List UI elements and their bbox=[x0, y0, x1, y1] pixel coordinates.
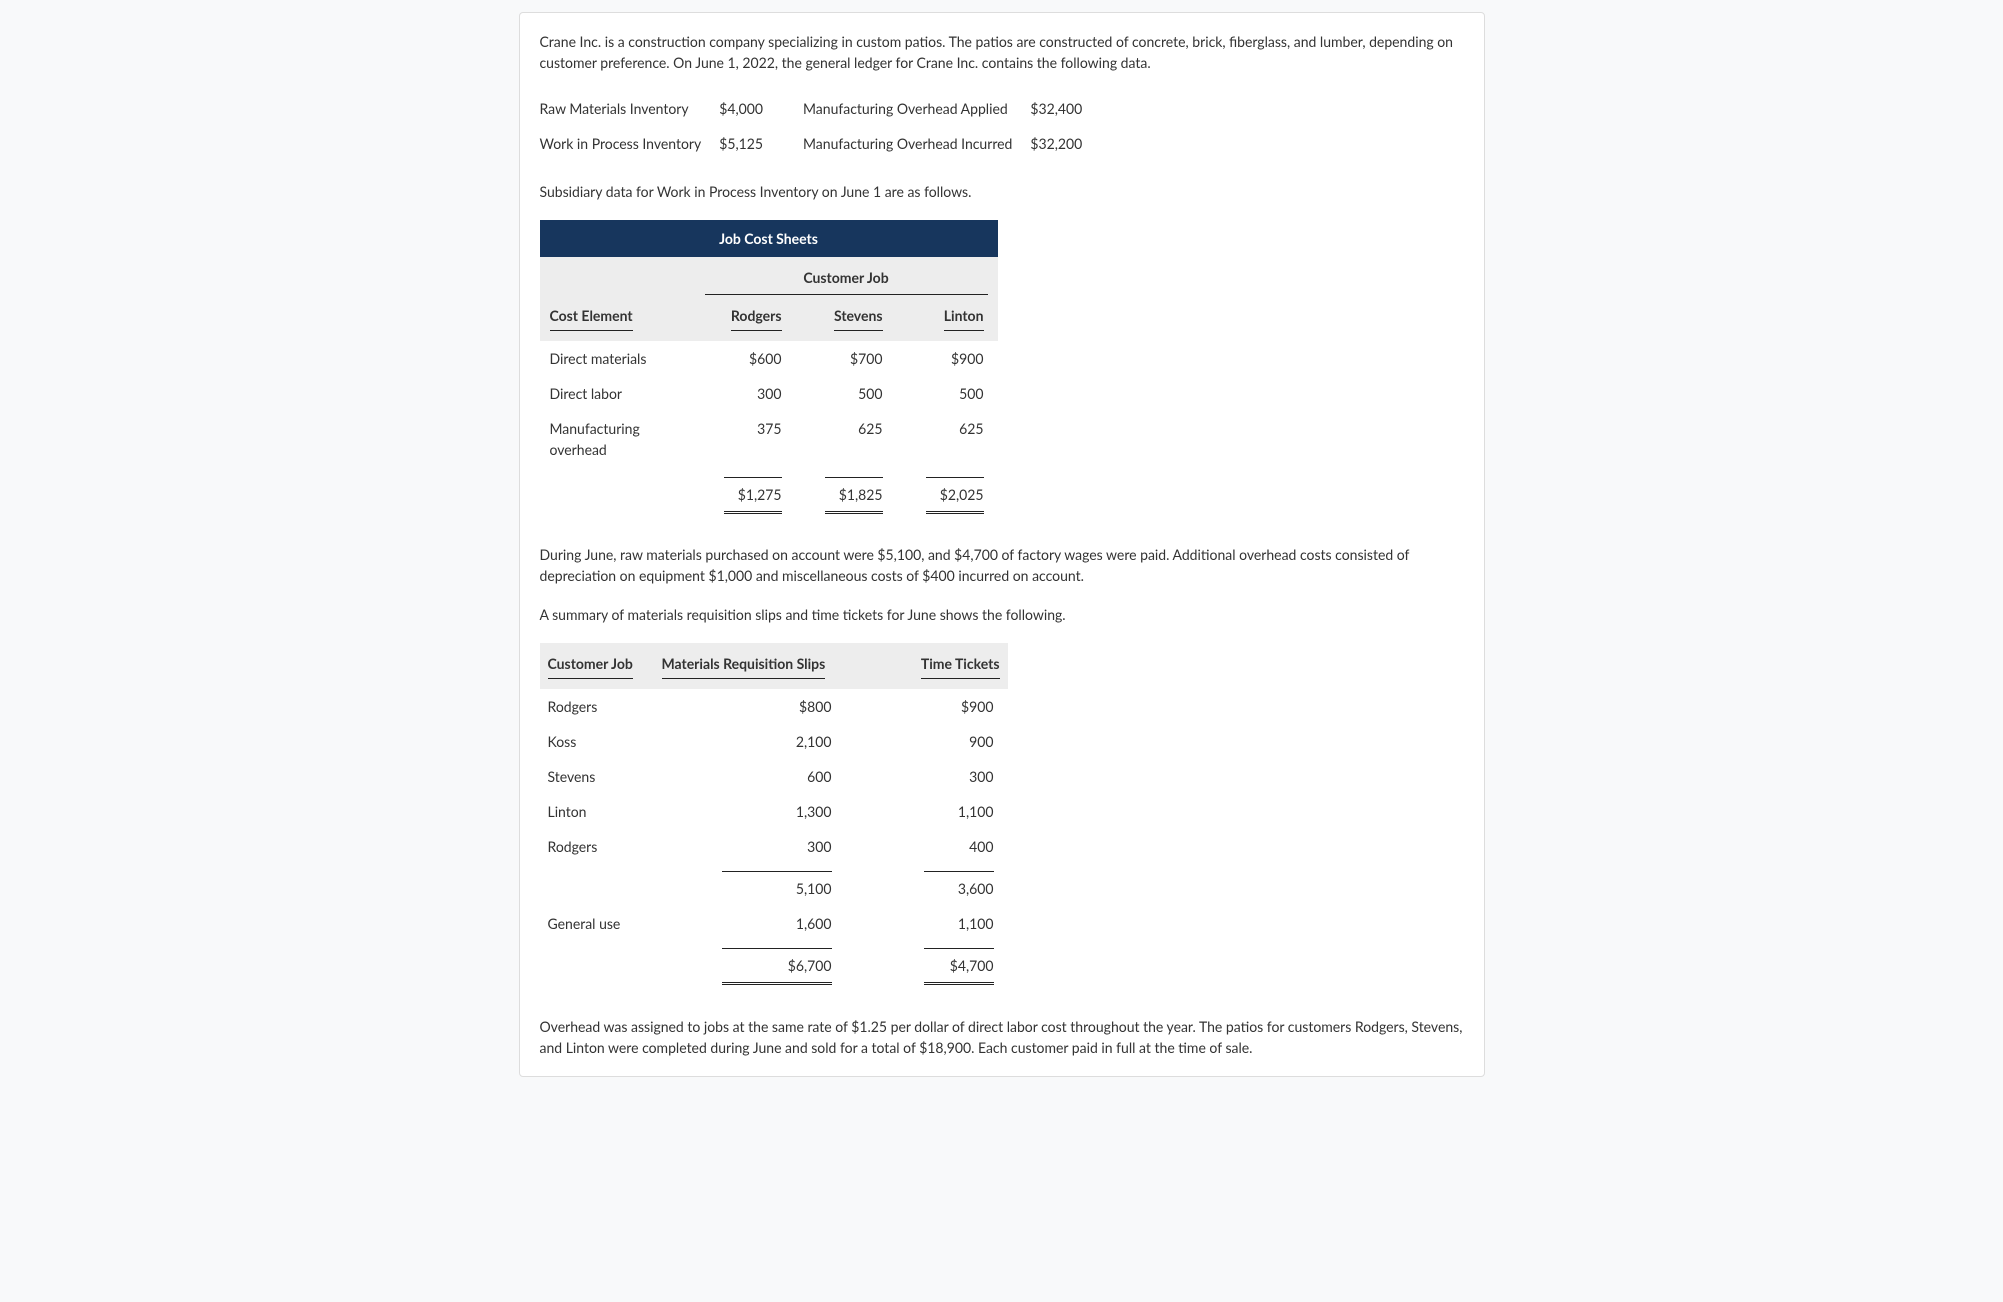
jcs-cell: 625 bbox=[897, 418, 998, 460]
jcs-col-header: Rodgers bbox=[695, 305, 796, 331]
req-customer: Rodgers bbox=[548, 836, 662, 857]
req-customer: Rodgers bbox=[548, 696, 662, 717]
problem-card: Crane Inc. is a construction company spe… bbox=[519, 12, 1485, 1077]
summary-paragraph: A summary of materials requisition slips… bbox=[540, 604, 1464, 625]
req-cell: 300 bbox=[856, 766, 1000, 787]
jcs-totals-row: $1,275 $1,825 $2,025 bbox=[540, 467, 998, 520]
jcs-cell: 500 bbox=[897, 383, 998, 404]
req-row: Rodgers 300 400 bbox=[540, 829, 1008, 864]
req-grand-total-row: $6,700 $4,700 bbox=[540, 941, 1008, 992]
jcs-data-row: Direct materials $600 $700 $900 bbox=[540, 341, 998, 376]
req-cell: 300 bbox=[662, 836, 856, 857]
req-row: Stevens 600 300 bbox=[540, 759, 1008, 794]
jcs-row-label: Direct materials bbox=[540, 348, 695, 369]
req-cell: 1,100 bbox=[856, 913, 1000, 934]
req-customer: General use bbox=[548, 913, 662, 934]
jcs-total: $2,025 bbox=[926, 477, 984, 514]
ledger-label: Manufacturing Overhead Incurred bbox=[803, 126, 1030, 161]
jcs-cell: $900 bbox=[897, 348, 998, 369]
jcs-col-header: Stevens bbox=[796, 305, 897, 331]
jcs-title: Job Cost Sheets bbox=[540, 220, 998, 257]
intro-paragraph: Crane Inc. is a construction company spe… bbox=[540, 31, 1464, 73]
req-subtotal-row: 5,100 3,600 bbox=[540, 864, 1008, 906]
jcs-customer-job-header: Customer Job bbox=[705, 267, 988, 295]
jcs-cell: $600 bbox=[695, 348, 796, 369]
ledger-value: $32,400 bbox=[1030, 91, 1122, 126]
req-header: Customer Job bbox=[548, 653, 633, 679]
req-cell: 400 bbox=[856, 836, 1000, 857]
ledger-label: Manufacturing Overhead Applied bbox=[803, 91, 1030, 126]
jcs-cost-element-header: Cost Element bbox=[540, 305, 695, 331]
requisition-table: Customer Job Materials Requisition Slips… bbox=[540, 643, 1008, 992]
req-customer: Stevens bbox=[548, 766, 662, 787]
jcs-cell: 300 bbox=[695, 383, 796, 404]
jcs-row-label: Direct labor bbox=[540, 383, 695, 404]
req-subtotal: 3,600 bbox=[924, 871, 994, 899]
jcs-total: $1,825 bbox=[825, 477, 883, 514]
req-grand-total: $4,700 bbox=[924, 948, 994, 985]
req-general-use-row: General use 1,600 1,100 bbox=[540, 906, 1008, 941]
ledger-table: Raw Materials Inventory $4,000 Manufactu… bbox=[540, 91, 1123, 161]
ledger-value: $4,000 bbox=[719, 91, 803, 126]
jcs-cell: 500 bbox=[796, 383, 897, 404]
ledger-label: Raw Materials Inventory bbox=[540, 91, 720, 126]
jcs-row-label: Manufacturing overhead bbox=[540, 418, 695, 460]
jcs-cell: 375 bbox=[695, 418, 796, 460]
subsidiary-paragraph: Subsidiary data for Work in Process Inve… bbox=[540, 181, 1464, 202]
req-cell: $800 bbox=[662, 696, 856, 717]
req-cell: 600 bbox=[662, 766, 856, 787]
req-cell: $900 bbox=[856, 696, 1000, 717]
jcs-cell: $700 bbox=[796, 348, 897, 369]
req-header-row: Customer Job Materials Requisition Slips… bbox=[540, 643, 1008, 689]
jcs-cell: 625 bbox=[796, 418, 897, 460]
overhead-paragraph: Overhead was assigned to jobs at the sam… bbox=[540, 1016, 1464, 1058]
jcs-total: $1,275 bbox=[724, 477, 782, 514]
ledger-row: Raw Materials Inventory $4,000 Manufactu… bbox=[540, 91, 1123, 126]
req-subtotal: 5,100 bbox=[722, 871, 832, 899]
req-customer: Koss bbox=[548, 731, 662, 752]
req-header: Time Tickets bbox=[921, 653, 1000, 679]
jcs-data-row: Manufacturing overhead 375 625 625 bbox=[540, 411, 998, 467]
req-cell: 1,600 bbox=[662, 913, 856, 934]
ledger-value: $5,125 bbox=[719, 126, 803, 161]
req-row: Linton 1,300 1,100 bbox=[540, 794, 1008, 829]
ledger-label: Work in Process Inventory bbox=[540, 126, 720, 161]
req-grand-total: $6,700 bbox=[722, 948, 832, 985]
req-header: Materials Requisition Slips bbox=[662, 653, 826, 679]
req-row: Koss 2,100 900 bbox=[540, 724, 1008, 759]
req-customer: Linton bbox=[548, 801, 662, 822]
req-row: Rodgers $800 $900 bbox=[540, 689, 1008, 724]
req-cell: 2,100 bbox=[662, 731, 856, 752]
during-june-paragraph: During June, raw materials purchased on … bbox=[540, 544, 1464, 586]
jcs-data-row: Direct labor 300 500 500 bbox=[540, 376, 998, 411]
job-cost-sheets-table: Job Cost Sheets Customer Job Cost Elemen… bbox=[540, 220, 998, 520]
req-cell: 900 bbox=[856, 731, 1000, 752]
jcs-col-header: Linton bbox=[897, 305, 998, 331]
ledger-row: Work in Process Inventory $5,125 Manufac… bbox=[540, 126, 1123, 161]
req-cell: 1,100 bbox=[856, 801, 1000, 822]
req-cell: 1,300 bbox=[662, 801, 856, 822]
ledger-value: $32,200 bbox=[1030, 126, 1122, 161]
